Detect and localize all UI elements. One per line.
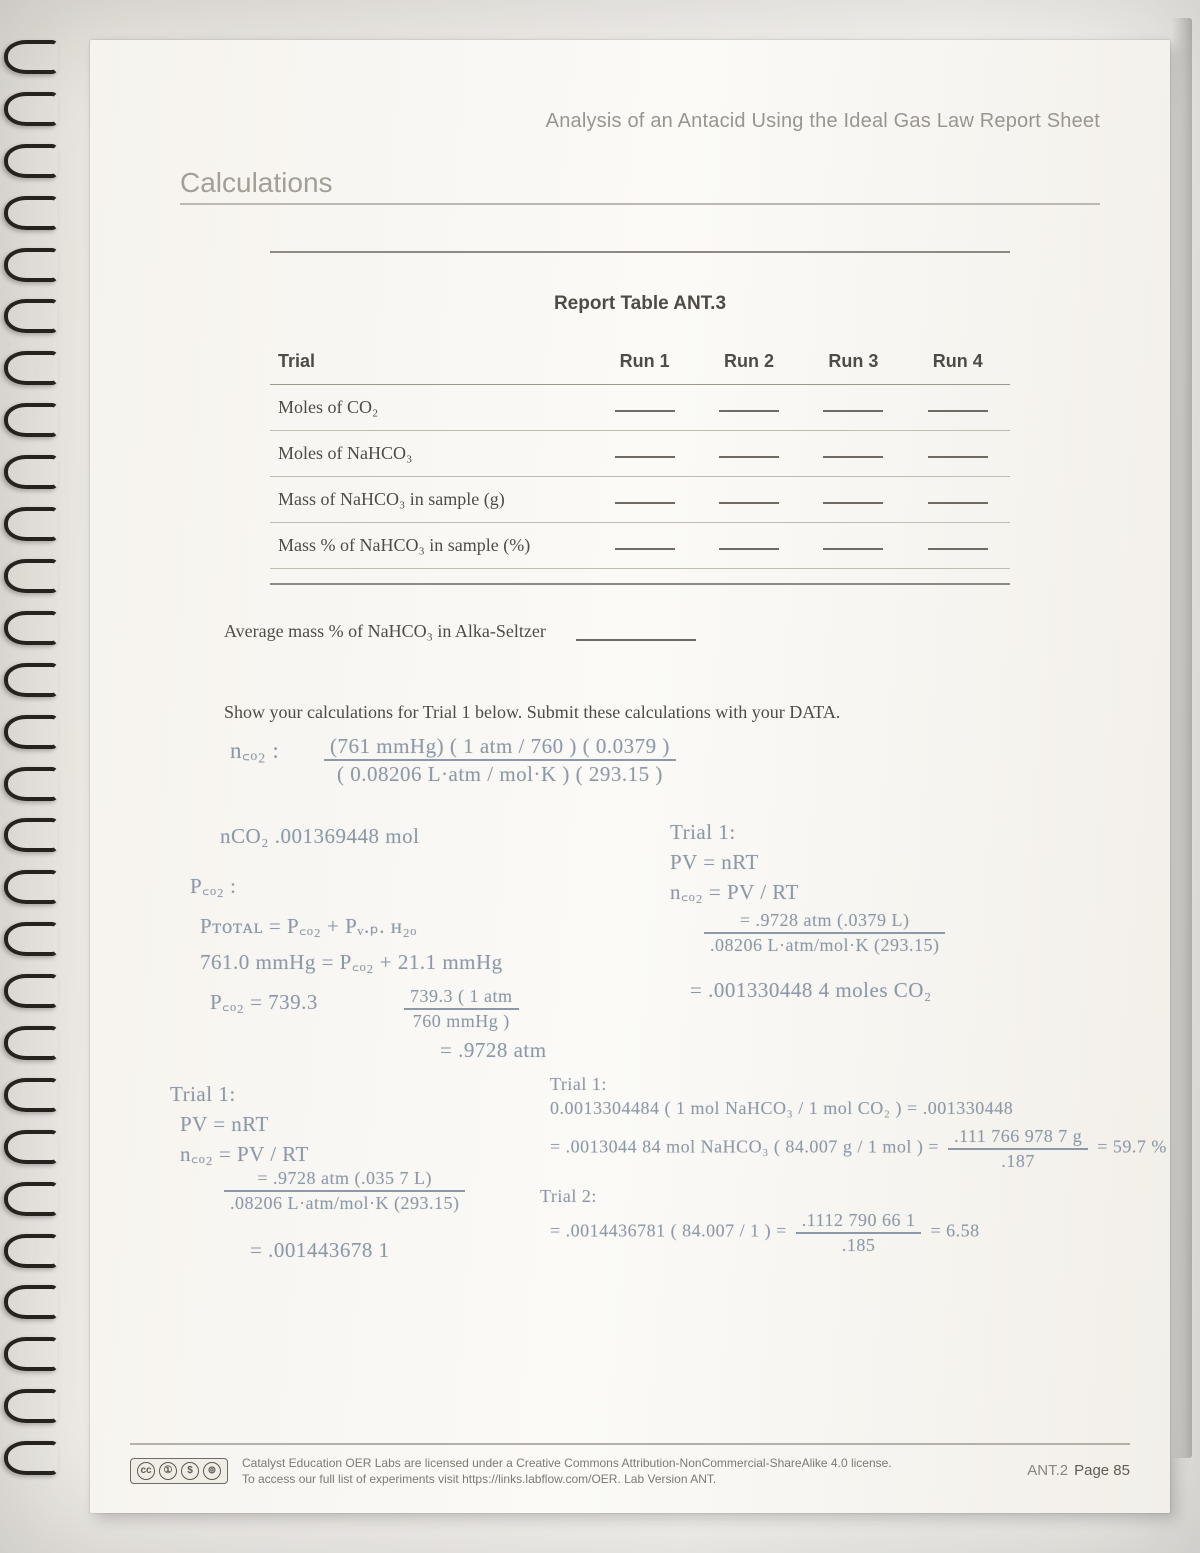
- binding-ring: [4, 1441, 58, 1475]
- scanned-page: Analysis of an Antacid Using the Ideal G…: [0, 0, 1200, 1553]
- binding-ring: [4, 1285, 58, 1319]
- col-run3: Run 3: [801, 339, 905, 385]
- hw-nco2-formula: n꜀ₒ₂ = PV / RT: [670, 879, 799, 905]
- hw-pco2-value: P꜀ₒ₂ = 739.3: [210, 989, 318, 1015]
- blank-cell: [697, 477, 801, 523]
- page-footer: cc①$⊚ Catalyst Education OER Labs are li…: [130, 1443, 1130, 1487]
- binding-ring: [4, 1389, 58, 1423]
- average-blank: [576, 639, 696, 641]
- table-row: Mass % of NaHCO₃ in sample (%): [270, 523, 1010, 569]
- binding-ring: [4, 1078, 58, 1112]
- hw-nco2-sub-b: = .9728 atm (.035 7 L) .08206 L·atm/mol·…: [220, 1167, 469, 1214]
- binding-ring: [4, 611, 58, 645]
- blank-cell: [697, 523, 801, 569]
- col-run1: Run 1: [592, 339, 696, 385]
- handwriting-area: n꜀ₒ₂ : (761 mmHg) ( 1 atm / 760 ) ( 0.03…: [190, 737, 1100, 1297]
- hw-pco2-label: P꜀ₒ₂ :: [190, 873, 236, 899]
- blank-cell: [801, 431, 905, 477]
- table-row: Mass of NaHCO₃ in sample (g): [270, 477, 1010, 523]
- worksheet-sheet: Analysis of an Antacid Using the Ideal G…: [90, 40, 1170, 1513]
- hw-nco2-moles: = .001330448 4 moles CO₂: [690, 977, 932, 1003]
- binding-ring: [4, 40, 58, 74]
- row-label: Moles of NaHCO₃: [270, 431, 592, 477]
- hw-trial1b-head: Trial 1:: [170, 1081, 236, 1107]
- binding-ring: [4, 1130, 58, 1164]
- blank-cell: [592, 385, 696, 431]
- blank-cell: [906, 431, 1010, 477]
- binding-ring: [4, 767, 58, 801]
- col-run4: Run 4: [906, 339, 1010, 385]
- hw-mass-step2: = .0013044 84 mol NaHCO₃ ( 84.007 g / 1 …: [550, 1125, 1167, 1172]
- blank-cell: [592, 523, 696, 569]
- hw-trial1-head: Trial 1:: [670, 819, 736, 845]
- table-title: Report Table ANT.3: [270, 287, 1010, 339]
- binding-ring: [4, 92, 58, 126]
- binding-ring: [4, 1026, 58, 1060]
- report-table-block: Report Table ANT.3 Trial Run 1 Run 2 Run…: [270, 251, 1010, 585]
- binding-ring: [4, 559, 58, 593]
- blank-cell: [592, 477, 696, 523]
- binding-ring: [4, 403, 58, 437]
- document-header: Analysis of an Antacid Using the Ideal G…: [180, 110, 1100, 133]
- blank-cell: [906, 477, 1010, 523]
- binding-ring: [4, 144, 58, 178]
- average-label: Average mass % of NaHCO₃ in Alka-Seltzer: [224, 621, 546, 641]
- binding-ring: [4, 196, 58, 230]
- binding-ring: [4, 351, 58, 385]
- hw-mass-step1: 0.0013304484 ( 1 mol NaHCO₃ / 1 mol CO₂ …: [550, 1097, 1013, 1120]
- hw-pv-nrt-b: PV = nRT: [180, 1111, 269, 1137]
- page-number: ANT.2Page 85: [1027, 1462, 1130, 1479]
- hw-pv-nrt: PV = nRT: [670, 849, 759, 875]
- instruction-text: Show your calculations for Trial 1 below…: [224, 702, 1100, 723]
- hw-pco2-convert: 739.3 ( 1 atm 760 mmHg ): [400, 985, 523, 1032]
- binding-ring: [4, 1337, 58, 1371]
- hw-pco2-solve: 761.0 mmHg = P꜀ₒ₂ + 21.1 mmHg: [200, 949, 503, 975]
- blank-cell: [801, 523, 905, 569]
- blank-cell: [906, 385, 1010, 431]
- spiral-binding: [0, 0, 70, 1553]
- binding-ring: [4, 818, 58, 852]
- col-run2: Run 2: [697, 339, 801, 385]
- binding-ring: [4, 455, 58, 489]
- blank-cell: [697, 385, 801, 431]
- license-text: Catalyst Education OER Labs are licensed…: [242, 1455, 1013, 1487]
- blank-cell: [801, 385, 905, 431]
- row-label: Moles of CO₂: [270, 385, 592, 431]
- hw-pco2-atm: = .9728 atm: [440, 1037, 547, 1063]
- binding-ring: [4, 715, 58, 749]
- binding-ring: [4, 974, 58, 1008]
- hw-nco2-formula-b: n꜀ₒ₂ = PV / RT: [180, 1141, 309, 1167]
- page-stack-shadow: [1172, 18, 1192, 1458]
- blank-cell: [592, 431, 696, 477]
- section-heading-calculations: Calculations: [180, 167, 1100, 205]
- hw-ideal-gas-fraction: (761 mmHg) ( 1 atm / 760 ) ( 0.0379 ) ( …: [320, 733, 680, 788]
- hw-trial2-head: Trial 2:: [540, 1185, 597, 1208]
- blank-cell: [801, 477, 905, 523]
- blank-cell: [906, 523, 1010, 569]
- hw-trial2-calc: = .0014436781 ( 84.007 / 1 ) = .1112 790…: [550, 1209, 980, 1256]
- row-label: Mass of NaHCO₃ in sample (g): [270, 477, 592, 523]
- blank-cell: [697, 431, 801, 477]
- report-table: Trial Run 1 Run 2 Run 3 Run 4 Moles of C…: [270, 339, 1010, 569]
- hw-ptotal-eq: Pᴛᴏᴛᴀʟ = P꜀ₒ₂ + Pᵥ.ₚ. ʜ₂ₒ: [200, 913, 417, 939]
- hw-nco2-sub: = .9728 atm (.0379 L) .08206 L·atm/mol·K…: [700, 909, 949, 956]
- binding-ring: [4, 507, 58, 541]
- hw-nco2-result: nCO₂ .001369448 mol: [220, 823, 419, 849]
- table-row: Moles of CO₂: [270, 385, 1010, 431]
- binding-ring: [4, 870, 58, 904]
- row-label: Mass % of NaHCO₃ in sample (%): [270, 523, 592, 569]
- binding-ring: [4, 1234, 58, 1268]
- binding-ring: [4, 1182, 58, 1216]
- binding-ring: [4, 299, 58, 333]
- binding-ring: [4, 922, 58, 956]
- hw-nco2-label: n꜀ₒ₂ :: [230, 737, 279, 766]
- binding-ring: [4, 663, 58, 697]
- cc-license-badge: cc①$⊚: [130, 1458, 228, 1484]
- hw-nco2-res-b: = .001443678 1: [250, 1237, 390, 1263]
- hw-mass-trial1-head: Trial 1:: [550, 1073, 607, 1096]
- average-line: Average mass % of NaHCO₃ in Alka-Seltzer: [224, 621, 1100, 642]
- col-trial: Trial: [270, 339, 592, 385]
- binding-ring: [4, 248, 58, 282]
- table-row: Moles of NaHCO₃: [270, 431, 1010, 477]
